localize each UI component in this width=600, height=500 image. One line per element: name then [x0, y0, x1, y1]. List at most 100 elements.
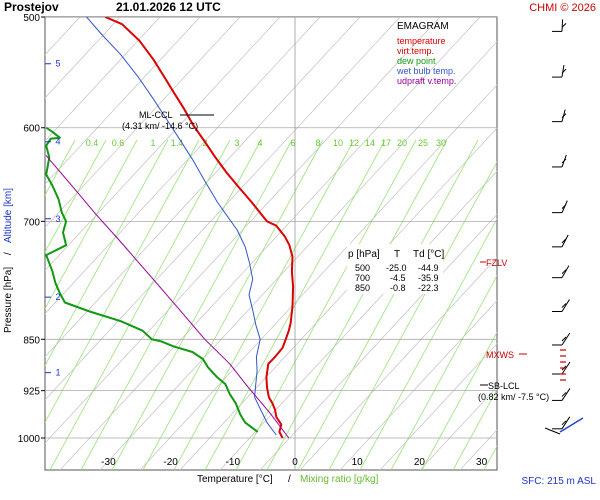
- info-cell: -22.3: [418, 283, 439, 293]
- mixing-ratio-label: 0.6: [112, 138, 125, 148]
- dry-adiabat-line: [45, 17, 121, 99]
- dry-adiabat-line: [99, 41, 497, 470]
- altitude-tick-label: 3: [55, 214, 60, 224]
- mixing-ratio-line: [452, 388, 497, 470]
- x-tick-label: -30: [101, 457, 116, 468]
- mixing-ratio-line: [45, 139, 200, 424]
- mixing-ratio-line: [45, 139, 107, 253]
- y-tick-label: 850: [23, 335, 40, 346]
- x-axis-label-sep: /: [288, 474, 291, 485]
- copyright-text: CHMI © 2026: [529, 2, 596, 14]
- altitude-tick-label: 2: [55, 292, 60, 302]
- surface-wind-staff: [544, 427, 561, 435]
- wind-barb-flag: [561, 299, 570, 312]
- legend-item-dew-point: dew point: [397, 56, 436, 66]
- info-cell: 500: [355, 263, 370, 273]
- mixing-ratio-line: [328, 161, 497, 470]
- mixing-ratio-label: 1: [150, 138, 155, 148]
- x-tick-label: 20: [414, 457, 426, 468]
- y-tick-label: 1000: [18, 434, 41, 445]
- wind-barb-column: [544, 19, 584, 435]
- mixing-ratio-line: [577, 140, 600, 470]
- series-temperature: [104, 17, 295, 439]
- info-cell: -44.9: [418, 263, 439, 273]
- wind-barb-tick: [561, 392, 567, 397]
- wind-barb-flag: [561, 416, 571, 430]
- dry-adiabat-line: [219, 170, 497, 470]
- mixing-ratio-line: [49, 139, 231, 470]
- wind-barb: [552, 332, 571, 346]
- dry-adiabat-line: [45, 17, 201, 185]
- info-cell: -35.9: [418, 273, 439, 283]
- wind-barb-tick: [561, 336, 567, 342]
- mixing-ratio-line: [45, 139, 169, 367]
- sb-lcl-label: SB-LCL: [488, 381, 520, 391]
- wind-barb: [552, 265, 570, 279]
- mixing-ratio-line: [45, 139, 138, 310]
- dry-adiabat-line: [45, 17, 161, 142]
- dry-adiabat-line: [59, 17, 481, 470]
- mixing-ratio-line: [483, 445, 497, 470]
- y-axis-label-sep: /: [3, 252, 14, 255]
- wind-barb-tick: [561, 23, 567, 28]
- wind-barb-flag: [561, 388, 571, 401]
- mixing-ratio-line: [142, 139, 324, 470]
- mixing-ratio-line: [173, 139, 355, 470]
- x-tick-label: -10: [226, 457, 241, 468]
- sb-lcl-annotation: SB-LCL (0.82 km/ -7.5 °C): [478, 381, 549, 402]
- mixing-ratio-label: 30: [436, 138, 446, 148]
- fzlv-label: FZLV: [486, 258, 507, 268]
- y-axis-label-pressure: Pressure [hPa]: [3, 267, 14, 333]
- mixing-ratio-label: 0.4: [86, 138, 99, 148]
- mixing-ratio-label: 8: [315, 138, 320, 148]
- wind-barb: [552, 200, 568, 214]
- wind-barb-flag: [561, 65, 565, 78]
- mixing-ratio-label: 4: [257, 138, 262, 148]
- dry-adiabat-line: [45, 17, 241, 228]
- wind-barb-flag: [561, 332, 571, 346]
- y-tick-label: 600: [23, 124, 40, 135]
- mixing-ratio-label: 25: [418, 138, 428, 148]
- altitude-tick-label: 5: [55, 59, 60, 69]
- surface-wind-barb: [559, 417, 584, 433]
- series-dew-point: [45, 126, 259, 433]
- mixing-ratio-label: 6: [290, 138, 295, 148]
- x-tick-label: 0: [292, 457, 298, 468]
- dry-adiabat-line: [500, 17, 600, 470]
- x-tick-label: 10: [352, 457, 364, 468]
- sb-lcl-value: (0.82 km/ -7.5 °C): [478, 392, 549, 402]
- info-header-p: p [hPa]: [348, 249, 380, 260]
- wind-barb: [552, 388, 571, 401]
- info-header-t: T: [394, 249, 400, 260]
- mixing-ratio-label: 20: [397, 138, 407, 148]
- dry-adiabat-line: [540, 17, 600, 470]
- dry-adiabat-line: [419, 386, 497, 470]
- wind-barb-tick: [561, 204, 567, 209]
- legend-item-virt-temp: virt.temp.: [397, 46, 434, 56]
- mixing-ratio-line: [390, 274, 497, 470]
- ml-ccl-annotation: ML-CCL (4.31 km/ -14.6 °C): [122, 110, 214, 131]
- dry-adiabat-line: [339, 300, 497, 470]
- info-cell: -25.0: [386, 263, 407, 273]
- dry-adiabat-line: [45, 17, 281, 272]
- series-wet-bulb-temp-: [86, 17, 277, 436]
- dry-adiabat-line: [179, 127, 497, 470]
- x-tick-label: 30: [476, 457, 488, 468]
- mixing-ratio-line: [80, 139, 262, 470]
- wind-barb-flag: [561, 234, 569, 248]
- dry-adiabat-line: [379, 343, 497, 470]
- sounding-datetime: 21.01.2026 12 UTC: [116, 0, 221, 14]
- mixing-ratio-line: [297, 139, 479, 470]
- info-header-td: Td [°C]: [413, 249, 444, 260]
- mixing-ratio-label: 17: [381, 138, 391, 148]
- mixing-ratio-line: [421, 331, 497, 470]
- mixing-ratio-label: 3: [234, 138, 239, 148]
- legend-item-temperature: temperature: [397, 36, 446, 46]
- y-axis-label-altitude: Altitude [km]: [3, 188, 14, 243]
- ml-ccl-value: (4.31 km/ -14.6 °C): [122, 121, 198, 131]
- info-cell: 850: [355, 283, 370, 293]
- mxws-marker: MXWS: [486, 350, 527, 360]
- fzlv-marker: FZLV: [480, 258, 507, 268]
- mixing-ratio-line: [235, 139, 417, 470]
